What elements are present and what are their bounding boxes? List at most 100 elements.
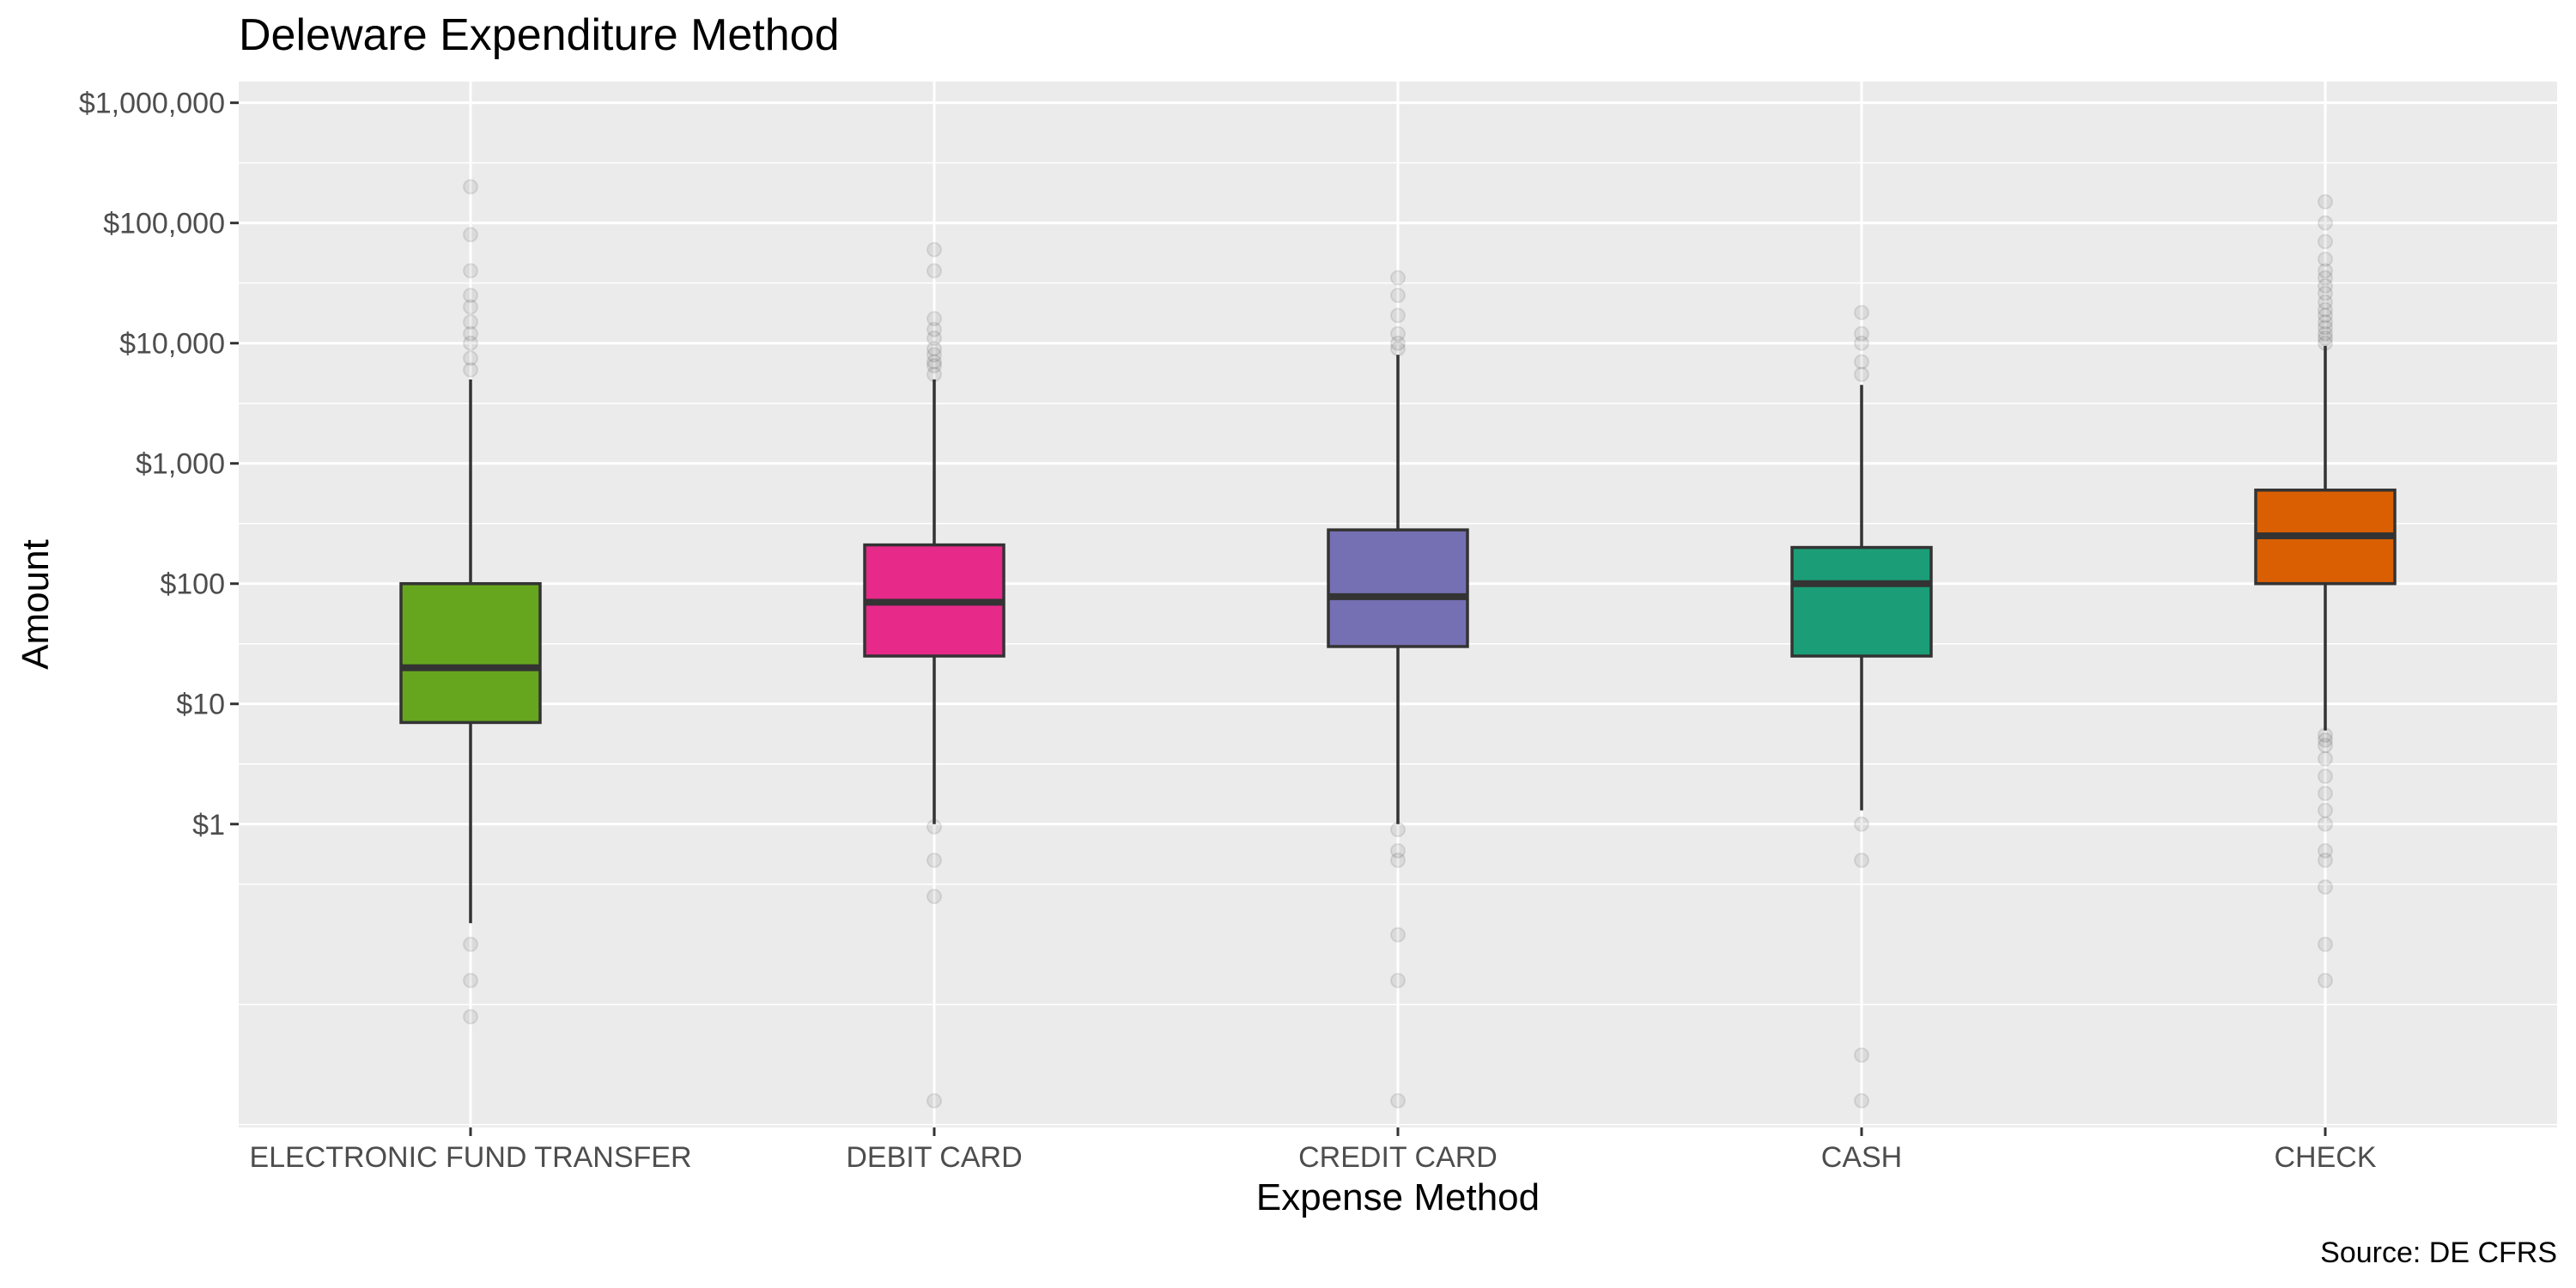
x-tick-label: CREDIT CARD xyxy=(1298,1141,1498,1174)
outlier-point xyxy=(463,299,478,315)
outlier-point xyxy=(463,335,478,351)
box-body xyxy=(1790,545,1933,658)
box-group xyxy=(1327,270,1469,1109)
box-body xyxy=(1327,528,1469,648)
outlier-point xyxy=(463,227,478,243)
outlier-point xyxy=(927,852,942,868)
outlier-point xyxy=(2318,294,2333,310)
outlier-point xyxy=(1854,1092,1869,1109)
outlier-point xyxy=(1854,354,1869,370)
outlier-point xyxy=(2318,194,2333,210)
outlier-point xyxy=(463,287,478,303)
outlier-point xyxy=(1390,842,1406,859)
outlier-point xyxy=(2318,319,2333,336)
outlier-point xyxy=(1854,816,1869,832)
outlier-point xyxy=(2318,786,2333,802)
y-tick-label: $1 xyxy=(192,809,225,841)
outlier-point xyxy=(463,350,478,367)
outlier-point xyxy=(1390,927,1406,943)
x-tick-label: DEBIT CARD xyxy=(846,1141,1022,1174)
outlier-point xyxy=(927,354,942,370)
box-body xyxy=(399,581,542,725)
outlier-point xyxy=(2318,878,2333,895)
y-tick-label: $1,000,000 xyxy=(79,88,225,120)
y-tick-label: $10,000 xyxy=(119,328,225,361)
outlier-point xyxy=(927,889,942,905)
outlier-point xyxy=(927,330,942,346)
outlier-point xyxy=(1390,287,1406,303)
outlier-point xyxy=(927,357,942,374)
outlier-point xyxy=(2318,234,2333,250)
outlier-point xyxy=(1390,822,1406,838)
outlier-point xyxy=(2318,307,2333,324)
x-tick-label: ELECTRONIC FUND TRANSFER xyxy=(249,1141,691,1174)
outlier-point xyxy=(1390,270,1406,286)
outlier-point xyxy=(1854,852,1869,868)
outlier-point xyxy=(2318,936,2333,952)
y-axis: $1 $10 $100 $1,000 $10,000 $100,000 $1,000,000 xyxy=(79,88,239,841)
outlier-point xyxy=(2318,802,2333,818)
box-group xyxy=(863,241,1005,1109)
y-tick-label: $1,000 xyxy=(136,448,225,481)
outlier-point xyxy=(2318,325,2333,342)
outlier-point xyxy=(463,936,478,952)
outlier-point xyxy=(1390,307,1406,324)
outlier-point xyxy=(2318,732,2333,748)
outlier-point xyxy=(2318,251,2333,267)
outlier-point xyxy=(1390,335,1406,351)
outlier-point xyxy=(927,241,942,258)
outlier-point xyxy=(463,179,478,195)
outlier-point xyxy=(463,1009,478,1025)
outlier-point xyxy=(1390,1092,1406,1109)
outlier-point xyxy=(2318,301,2333,318)
outlier-point xyxy=(2318,285,2333,301)
box-group xyxy=(399,179,542,1025)
y-tick-label: $10 xyxy=(176,689,225,721)
box-group xyxy=(2254,194,2397,988)
outlier-point xyxy=(2318,263,2333,279)
y-axis-title: Amount xyxy=(15,539,57,670)
outlier-point xyxy=(1854,335,1869,351)
outlier-point xyxy=(2318,769,2333,785)
outlier-point xyxy=(2318,270,2333,286)
x-axis-title: Expense Method xyxy=(1256,1176,1540,1218)
outlier-point xyxy=(1854,1047,1869,1063)
outlier-point xyxy=(927,347,942,363)
outlier-point xyxy=(1390,972,1406,988)
outlier-point xyxy=(463,325,478,342)
outlier-point xyxy=(2318,330,2333,346)
outlier-point xyxy=(463,361,478,378)
x-tick-label: CHECK xyxy=(2274,1141,2376,1174)
outlier-point xyxy=(2318,972,2333,988)
outlier-point xyxy=(2318,277,2333,294)
outlier-point xyxy=(463,263,478,279)
outlier-point xyxy=(1390,325,1406,342)
x-axis: ELECTRONIC FUND TRANSFER DEBIT CARD CREDIT… xyxy=(249,1127,2377,1174)
outlier-point xyxy=(463,314,478,331)
outlier-point xyxy=(2318,842,2333,859)
outlier-point xyxy=(2318,738,2333,754)
box-group xyxy=(1790,304,1933,1109)
chart-title: Deleware Expenditure Method xyxy=(239,10,840,60)
outlier-point xyxy=(1390,852,1406,868)
outlier-point xyxy=(927,1092,942,1109)
outlier-point xyxy=(2318,314,2333,331)
outlier-point xyxy=(1854,304,1869,320)
outlier-point xyxy=(1854,325,1869,342)
outlier-point xyxy=(2318,215,2333,231)
outlier-point xyxy=(927,311,942,327)
y-tick-label: $100,000 xyxy=(103,208,225,240)
outlier-point xyxy=(463,972,478,988)
chart-caption: Source: DE CFRS xyxy=(2320,1236,2557,1269)
outlier-point xyxy=(927,263,942,279)
box-series xyxy=(399,179,2397,1109)
outlier-point xyxy=(927,341,942,357)
x-tick-label: CASH xyxy=(1821,1141,1902,1174)
y-tick-label: $100 xyxy=(160,568,225,601)
outlier-point xyxy=(1854,367,1869,383)
outlier-point xyxy=(2318,852,2333,868)
outlier-point xyxy=(927,321,942,337)
outlier-point xyxy=(2318,750,2333,767)
outlier-point xyxy=(2318,816,2333,832)
